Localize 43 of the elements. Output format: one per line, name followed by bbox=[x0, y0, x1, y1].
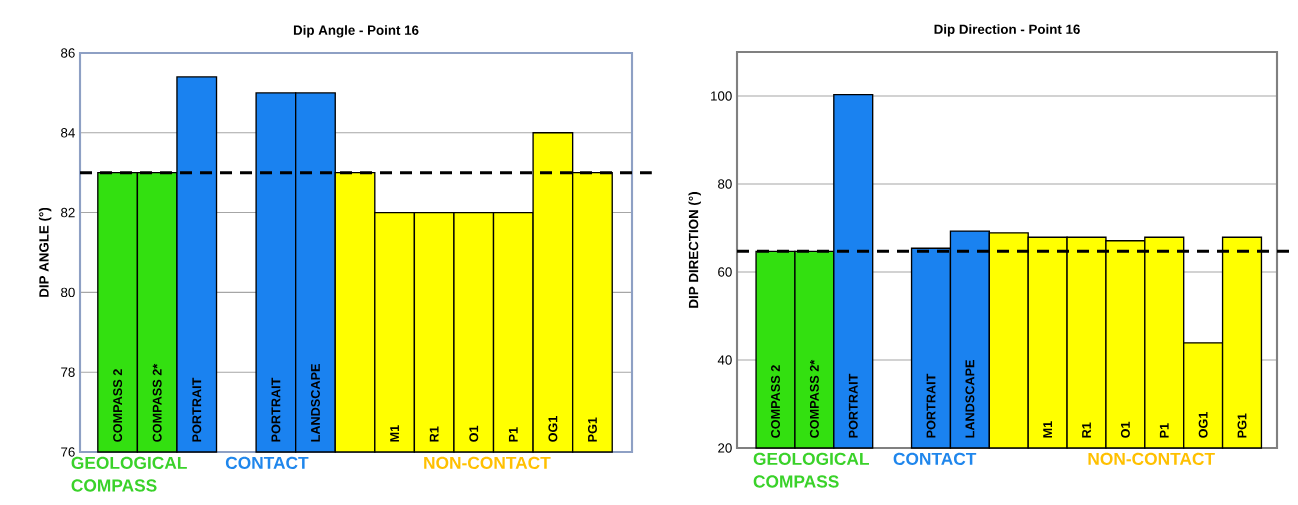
y-tick-label: 60 bbox=[718, 267, 732, 277]
chart-title: Dip Direction - Point 16 bbox=[934, 24, 1080, 37]
text: NON-CONTACT bbox=[1088, 452, 1215, 465]
y-tick-label: 86 bbox=[61, 48, 75, 58]
x-tick-label: OG1 bbox=[548, 415, 558, 442]
x-tick-label: O1 bbox=[1120, 421, 1130, 438]
x-tick-label: LANDSCAPE bbox=[965, 360, 975, 438]
x-tick-label: P1 bbox=[508, 427, 518, 442]
y-tick-label: 80 bbox=[61, 287, 75, 298]
x-tick-label: OG1 bbox=[1198, 411, 1208, 438]
x-tick-label: PG1 bbox=[587, 417, 597, 442]
y-tick-label: 80 bbox=[718, 179, 732, 189]
x-tick-label: R1 bbox=[429, 426, 439, 442]
text: GEOLOGICAL COMPASS bbox=[753, 452, 869, 488]
x-tick-label: COMPASS 2 bbox=[771, 365, 780, 438]
y-tick-label: 84 bbox=[61, 128, 75, 138]
x-tick-label: O1 bbox=[469, 425, 479, 442]
y-tick-label: 40 bbox=[717, 355, 732, 365]
text: CONTACT bbox=[225, 456, 309, 469]
x-tick-label: COMPASS 2 bbox=[113, 369, 123, 442]
x-tick-label: COMPASS 2* bbox=[152, 363, 162, 442]
text: CONTACT bbox=[893, 452, 977, 465]
y-tick-label: 76 bbox=[61, 447, 75, 457]
text: NON-CONTACT bbox=[424, 456, 551, 469]
x-tick-label: R1 bbox=[1082, 422, 1091, 438]
y-tick-label: 78 bbox=[61, 367, 75, 377]
x-tick-label: P1 bbox=[1159, 423, 1169, 438]
y-tick-label: 100 bbox=[711, 91, 732, 101]
text: GEOLOGICAL COMPASS bbox=[71, 456, 187, 492]
x-tick-label: LANDSCAPE bbox=[310, 364, 320, 442]
x-tick-label: M1 bbox=[1043, 421, 1052, 438]
x-tick-label: M1 bbox=[390, 425, 399, 442]
y-tick-label: 82 bbox=[61, 207, 75, 218]
chart-title: Dip Angle - Point 16 bbox=[293, 25, 419, 38]
x-tick-label: PORTRAIT bbox=[271, 377, 281, 442]
x-tick-label: PORTRAIT bbox=[926, 373, 936, 438]
y-axis-title: DIP ANGLE (°) bbox=[38, 207, 52, 297]
x-tick-label: PG1 bbox=[1237, 413, 1247, 438]
y-axis-title: DIP DIRECTION (°) bbox=[688, 192, 701, 308]
x-tick-label: PORTRAIT bbox=[192, 377, 202, 442]
x-tick-label: COMPASS 2* bbox=[809, 359, 819, 438]
x-tick-label: PORTRAIT bbox=[848, 373, 858, 438]
y-tick-label: 20 bbox=[718, 443, 732, 453]
